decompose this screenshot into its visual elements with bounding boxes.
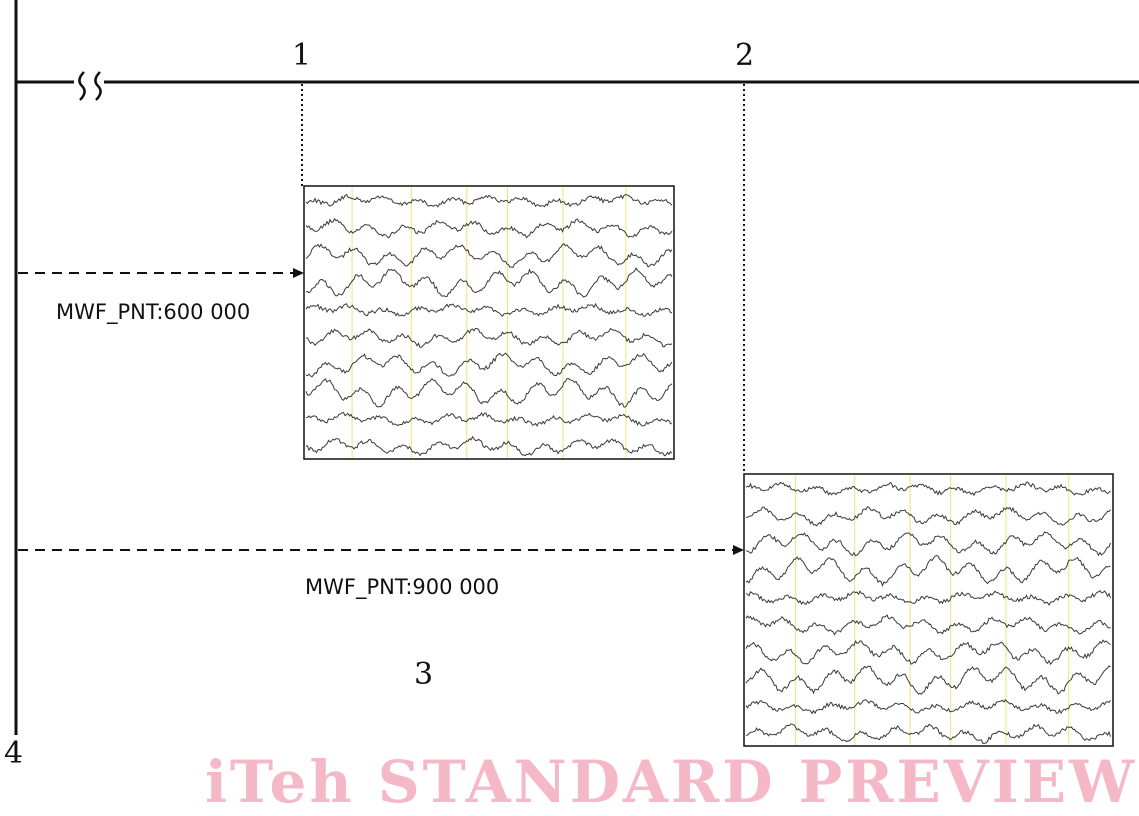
eeg-trace <box>745 723 1111 745</box>
eeg-trace <box>745 665 1111 695</box>
eeg-trace <box>745 698 1111 715</box>
eeg-trace <box>745 481 1111 497</box>
waveform-panel-1 <box>303 185 675 460</box>
eeg-trace <box>305 193 673 208</box>
callout-1: 1 <box>292 38 312 73</box>
eeg-trace <box>305 377 673 408</box>
callout-3: 3 <box>414 657 434 692</box>
watermark-text: iTeh STANDARD PREVIEW <box>205 748 1138 816</box>
pnt-label-900: MWF_PNT:900 000 <box>305 575 500 599</box>
diagram-canvas <box>14 0 1139 747</box>
eeg-trace <box>745 506 1111 527</box>
pnt-label-600: MWF_PNT:600 000 <box>56 300 251 324</box>
eeg-trace <box>745 554 1111 587</box>
eeg-trace <box>305 327 673 348</box>
eeg-trace <box>745 614 1111 636</box>
eeg-trace <box>745 639 1111 666</box>
arrow-head-icon <box>733 545 744 555</box>
callout-2: 2 <box>735 38 755 73</box>
eeg-trace <box>745 531 1111 557</box>
waveform-panel-2 <box>743 473 1114 747</box>
eeg-trace <box>745 589 1111 606</box>
eeg-trace <box>305 352 673 378</box>
axis-break-icon <box>74 70 104 101</box>
eeg-trace <box>305 243 673 269</box>
arrow-head-icon <box>293 268 304 278</box>
eeg-trace <box>305 217 673 239</box>
eeg-trace <box>305 411 673 427</box>
eeg-trace <box>305 267 673 298</box>
eeg-trace <box>305 435 673 457</box>
eeg-trace <box>305 302 673 317</box>
callout-4: 4 <box>4 736 24 771</box>
